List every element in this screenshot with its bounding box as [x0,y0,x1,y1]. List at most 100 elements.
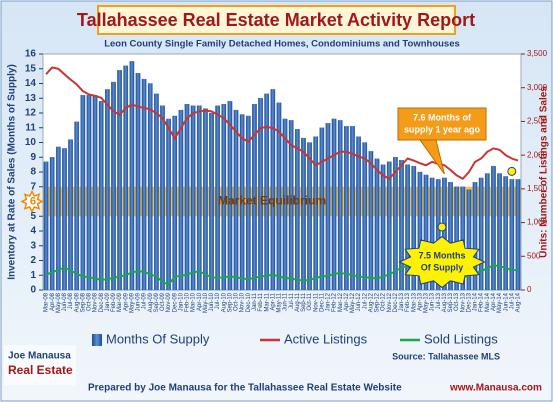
bar [460,186,466,291]
bar [429,177,435,291]
y-tick-label: 3 [30,240,36,251]
y-tick-label: 6 [30,195,36,207]
source: Source: Tallahassee MLS [392,351,500,361]
bar [129,61,135,291]
x-tick-label: Jun-09 [136,292,142,311]
x-tick-label: Mar-13 [411,292,417,312]
callout-text: 7.5 Months [418,250,465,260]
bar [117,70,122,291]
bar [288,120,294,291]
x-tick-label: Feb-14 [479,292,485,312]
y-tick-label: 12 [25,108,37,119]
x-tick-label: Jul-14 [509,292,515,309]
y-tick-label: 4 [30,226,36,237]
bar [239,114,245,291]
bar [123,65,129,291]
x-tick-label: Jul-09 [142,292,148,309]
y-tick-label: 7 [30,181,36,192]
bar [276,102,282,291]
bar [337,120,343,291]
x-tick-label: Aug-11 [295,292,301,312]
bar [448,182,453,291]
x-tick-label: Apr-08 [50,292,56,311]
x-tick-label: Mar-09 [117,292,123,312]
bar [497,173,502,291]
bar [319,127,325,291]
x-tick-label: Dec-10 [246,292,252,312]
callout-pointer [419,139,445,175]
bar [270,89,276,291]
x-tick-label: Jan-10 [178,292,184,311]
bar [209,112,214,291]
bar [154,93,159,291]
bar [478,177,484,291]
bar [172,115,178,291]
bar [190,105,196,291]
bar [368,151,374,291]
x-tick-label: May-11 [277,292,283,312]
callout-box [397,107,487,141]
y-tick-label: 1 [30,270,36,281]
current-marker [507,166,517,176]
current-marker [437,222,447,232]
bar [356,136,361,291]
x-tick-label: Sep-09 [154,292,160,312]
x-tick-label: Dec-09 [172,292,178,312]
bar [411,165,417,291]
x-tick-label: Aug-10 [221,292,227,312]
x-tick-label: Jun-08 [62,292,68,311]
y2-tick-label: 2,000 [527,150,548,159]
x-tick-label: Dec-12 [393,292,399,312]
x-tick-label: Mar-14 [485,292,491,312]
x-tick-label: Jul-10 [215,292,221,309]
bar [484,173,490,291]
x-tick-label: Feb-11 [258,292,264,311]
legend-swatch [92,334,102,346]
y2-tick-label: 500 [527,251,541,260]
bar [454,186,460,291]
bar [509,179,515,291]
bar [466,189,472,291]
title-box [97,5,456,35]
x-tick-label: Jun-13 [430,292,436,311]
bar [111,81,116,291]
x-tick-label: Nov-08 [93,292,99,312]
y-tick-label: 13 [25,93,37,104]
x-tick-label: Feb-09 [111,292,117,312]
x-tick-label: May-13 [424,292,430,313]
x-tick-label: Nov-09 [166,292,172,312]
bar [380,164,386,291]
x-tick-label: Feb-10 [185,292,191,312]
bar [325,123,331,291]
x-tick-label: Aug-12 [368,292,374,312]
y-tick-label: 15 [25,63,37,74]
bar [245,115,251,291]
y2-tick-label: 3,500 [527,49,548,58]
x-tick-label: Oct-10 [234,292,240,311]
x-tick-label: Nov-12 [387,292,393,312]
x-tick-label: May-12 [350,292,356,313]
star-marker [20,189,44,214]
bar [178,109,184,291]
y2-tick-label: 2,500 [527,117,548,126]
y-tick-label: 10 [25,137,37,148]
bar [135,73,141,291]
bar [203,108,208,291]
logo-line: Joe Manausa [8,351,71,362]
x-tick-label: Jul-13 [436,292,442,309]
bar [92,95,98,291]
x-tick-label: Dec-08 [99,292,105,312]
x-tick-label: Jan-09 [105,292,111,311]
y2-tick-label: 1,500 [527,184,548,193]
logo-box [4,345,76,385]
y-tick-label: 8 [30,167,36,178]
bar [233,109,239,291]
x-tick-label: Apr-13 [417,292,423,311]
bar [86,95,92,291]
bar [264,93,270,291]
bar [515,179,521,291]
x-tick-label: May-09 [129,292,135,313]
x-tick-label: Jan-12 [326,292,332,311]
